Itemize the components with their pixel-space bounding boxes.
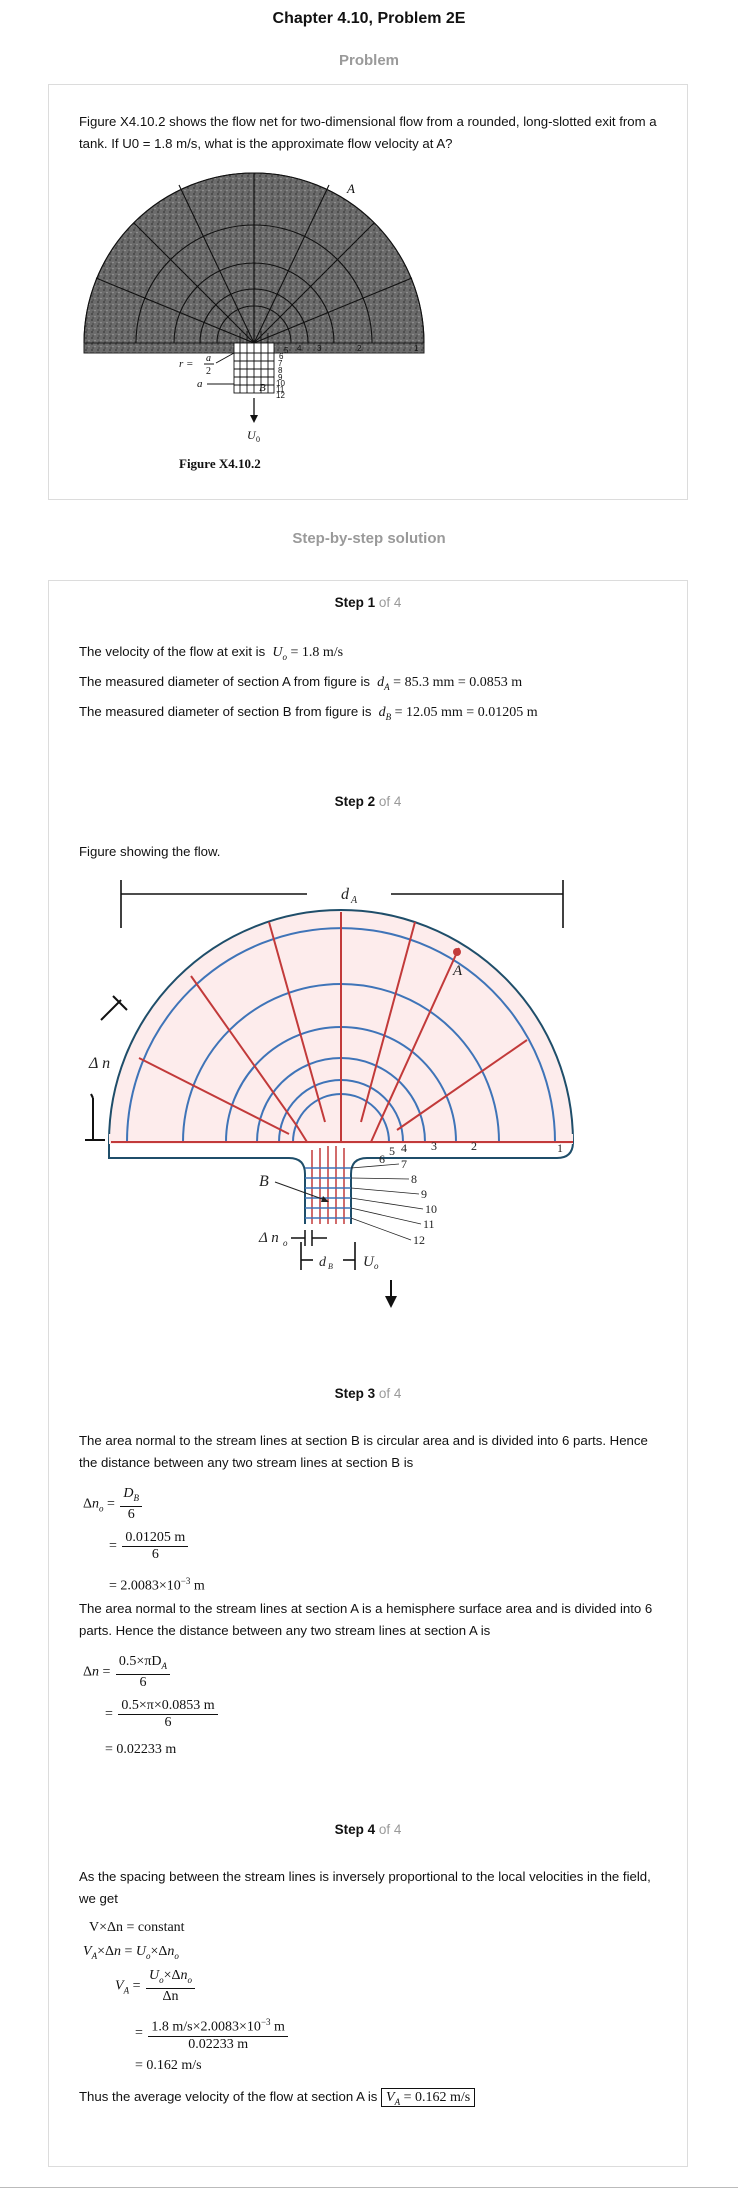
- step4-para1: As the spacing between the stream lines …: [79, 1869, 651, 1906]
- step2-fig-num-10: 10: [425, 1202, 437, 1216]
- problem-fig-label-B: B: [259, 382, 266, 394]
- problem-fig-num-8: 8: [278, 366, 283, 375]
- step2-label: Step 2 of 4: [334, 794, 402, 809]
- step4-eq5: = 0.162 m/s: [135, 2058, 202, 2073]
- step1-line2: The measured diameter of section A from …: [79, 674, 523, 692]
- page-title: Chapter 4.10, Problem 2E: [272, 10, 466, 27]
- problem-fig-U0-sub: 0: [256, 435, 260, 444]
- step2-fig-dno-sub: o: [283, 1238, 288, 1248]
- problem-fig-num-3: 3: [317, 344, 322, 353]
- problem-fig-r-den: 2: [206, 366, 211, 377]
- step2-fig-num-3: 3: [431, 1139, 437, 1153]
- step2-fig-num-6: 6: [379, 1152, 385, 1166]
- step2-fig-num-2: 2: [471, 1139, 477, 1153]
- step3-para2: The area normal to the stream lines at s…: [79, 1601, 653, 1638]
- step2-fig-dB-sub: B: [328, 1262, 333, 1271]
- problem-fig-num-12: 12: [276, 391, 285, 400]
- problem-fig-num-4: 4: [297, 344, 302, 353]
- step2-fig-dA: d: [341, 886, 350, 903]
- step4-eq2: VA×Δn = Uo×Δno: [83, 1944, 179, 1961]
- step2-fig-Uo-sub: o: [374, 1261, 379, 1271]
- step2-text: Figure showing the flow.: [79, 844, 221, 859]
- problem-fig-label-A: A: [346, 181, 355, 196]
- step2-card: Step 2 of 4 Figure showing the flow. d A: [48, 780, 688, 1373]
- solution-heading: Step-by-step solution: [292, 530, 446, 547]
- problem-figure: A B r = a 2 a U 0 1 2 3 4 5 6 7 8 9 10 1…: [83, 172, 425, 471]
- step2-fig-dno: Δ n: [258, 1230, 279, 1246]
- step2-fig-num-4: 4: [401, 1141, 407, 1155]
- problem-card: Figure X4.10.2 shows the flow net for tw…: [48, 84, 688, 500]
- step1-line3: The measured diameter of section B from …: [79, 704, 538, 722]
- step4-label: Step 4 of 4: [334, 1822, 402, 1837]
- problem-fig-r-num: a: [206, 353, 211, 364]
- step2-fig-dB: d: [319, 1255, 327, 1270]
- final-answer-box: VA = 0.162 m/s: [381, 2088, 476, 2107]
- problem-fig-num-11: 11: [276, 385, 285, 394]
- step3-card: Step 3 of 4 The area normal to the strea…: [48, 1372, 688, 1809]
- step2-figure: d A A: [85, 880, 574, 1308]
- problem-fig-num-9: 9: [278, 373, 283, 382]
- step1-card: Step 1 of 4 The velocity of the flow at …: [48, 580, 688, 782]
- problem-fig-num-5: 5: [284, 346, 289, 355]
- problem-fig-r: r =: [179, 358, 193, 370]
- step3-eqA1: Δn = 0.5×πDA 6: [83, 1654, 172, 1691]
- step1-line1: The velocity of the flow at exit is Uo =…: [79, 644, 344, 662]
- step2-fig-num-8: 8: [411, 1172, 417, 1186]
- problem-fig-a: a: [197, 378, 203, 390]
- problem-fig-U0: U: [247, 428, 257, 442]
- step2-fig-Uo: U: [363, 1254, 375, 1270]
- page-bottom-rule: [0, 2187, 738, 2188]
- step3-para1: The area normal to the stream lines at s…: [79, 1433, 648, 1470]
- step4-final: Thus the average velocity of the flow at…: [79, 2086, 659, 2113]
- step2-fig-num-1: 1: [557, 1141, 563, 1155]
- problem-heading: Problem: [338, 52, 399, 69]
- step2-fig-num-11: 11: [423, 1217, 435, 1231]
- step4-card: Step 4 of 4 As the spacing between the s…: [48, 1808, 688, 2167]
- step2-fig-num-7: 7: [401, 1157, 407, 1171]
- step3-label: Step 3 of 4: [334, 1386, 402, 1401]
- problem-fig-num-6: 6: [279, 352, 284, 361]
- step4-eq1: V×Δn = constant: [89, 1920, 185, 1935]
- step3-eqA3: = 0.02233 m: [105, 1742, 177, 1757]
- step1-label: Step 1 of 4: [334, 595, 402, 610]
- problem-fig-num-1: 1: [414, 344, 419, 353]
- step2-fig-A: A: [452, 963, 463, 979]
- step2-fig-num-5: 5: [389, 1144, 395, 1158]
- step2-fig-num-9: 9: [421, 1187, 427, 1201]
- step3-eqB1: Δno = DB 6: [83, 1486, 144, 1523]
- step2-fig-dn: Δ n: [88, 1055, 110, 1072]
- step4-eq3: VA = Uo×Δno Δn: [115, 1968, 197, 2005]
- problem-text: Figure X4.10.2 shows the flow net for tw…: [79, 114, 657, 151]
- problem-fig-num-2: 2: [357, 344, 362, 353]
- step2-fig-num-12: 12: [413, 1233, 425, 1247]
- step2-fig-B: B: [259, 1173, 269, 1190]
- step4-eq4: = 1.8 m/s×2.0083×10−3 m 0.02233 m: [135, 2014, 290, 2053]
- problem-fig-num-10: 10: [276, 379, 285, 388]
- step2-fig-dA-sub: A: [350, 895, 358, 906]
- problem-figure-caption: Figure X4.10.2: [179, 456, 261, 471]
- step3-eqB3: = 2.0083×10−3 m: [109, 1576, 205, 1594]
- problem-fig-num-7: 7: [278, 359, 283, 368]
